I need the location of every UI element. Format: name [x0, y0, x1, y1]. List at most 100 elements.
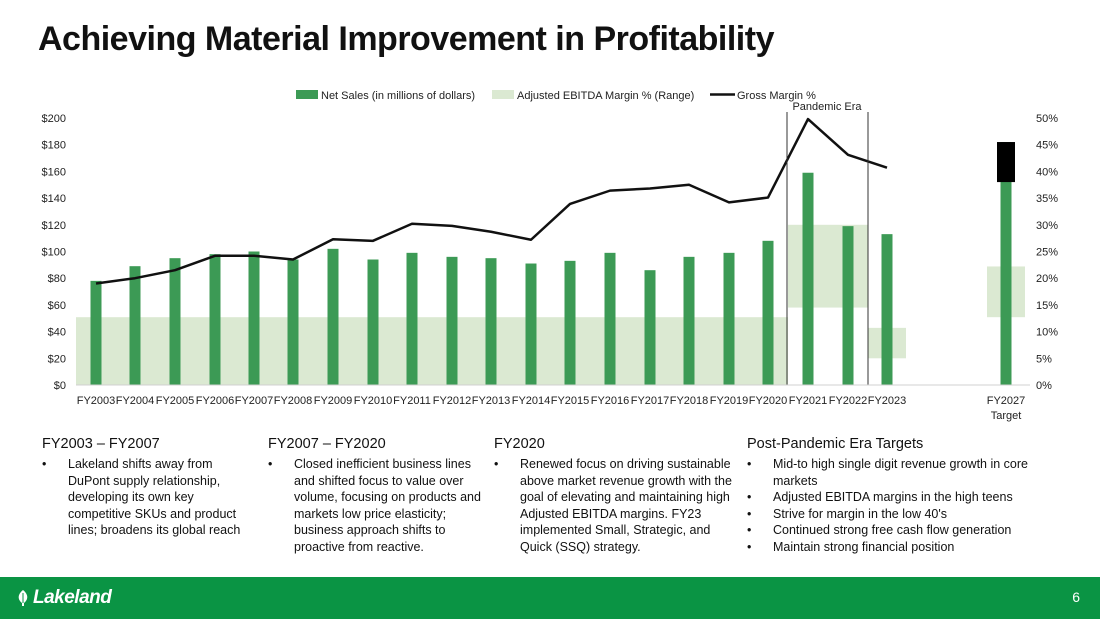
leaf-icon	[18, 590, 28, 606]
column-bullet: Mid-to high single digit revenue growth …	[747, 456, 1057, 489]
column-fy2020: FY2020 Renewed focus on driving sustaina…	[494, 436, 732, 555]
y-right-tick-label: 5%	[1036, 353, 1052, 365]
x-tick-label: FY2018	[670, 395, 709, 407]
y-left-tick-label: $140	[42, 193, 66, 205]
column-heading: FY2007 – FY2020	[268, 436, 386, 452]
gross-margin-line-layer	[95, 117, 1015, 285]
pandemic-era-label: Pandemic Era	[792, 101, 862, 113]
column-fy2007-2020: FY2007 – FY2020 Closed inefficient busin…	[268, 436, 484, 555]
column-bullet: Closed inefficient business lines and sh…	[268, 456, 484, 555]
y-left-tick-label: $160	[42, 166, 66, 178]
page-number: 6	[1072, 589, 1080, 605]
x-tick-label: FY2021	[789, 395, 828, 407]
column-bullet: Continued strong free cash flow generati…	[747, 522, 1057, 539]
y-left-tick-label: $200	[42, 113, 66, 125]
net-sales-bar-6	[327, 248, 339, 385]
y-left-tick-label: $180	[42, 140, 66, 152]
x-tick-label: FY2015	[551, 395, 590, 407]
net-sales-bar-8	[406, 252, 418, 385]
net-sales-bar-15	[683, 256, 695, 385]
x-tick-label: FY2003	[77, 395, 116, 407]
x-tick-label: FY2022	[829, 395, 868, 407]
x-tick-label: FY2016	[591, 395, 630, 407]
net-sales-bar-17	[762, 240, 774, 385]
y-right-tick-label: 15%	[1036, 300, 1058, 312]
chart-legend: Net Sales (in millions of dollars) Adjust…	[296, 90, 816, 102]
y-left-tick-label: $60	[48, 300, 66, 312]
ebitda-range-0	[76, 317, 788, 385]
pandemic-era-layer: Pandemic Era	[786, 101, 869, 385]
page-title: Achieving Material Improvement in Profit…	[38, 20, 775, 58]
net-sales-bar-5	[287, 259, 299, 385]
column-heading: FY2003 – FY2007	[42, 436, 160, 452]
net-sales-bar-19	[842, 226, 854, 385]
x-tick-label: FY2011	[393, 395, 431, 407]
net-sales-bar-11	[525, 263, 537, 385]
axes-layer: $0 $20 $40 $60 $80 $100 $120 $140 $160 $180 $200 0%…	[42, 113, 1059, 422]
y-right-tick-label: 25%	[1036, 247, 1058, 259]
gross-margin-line	[95, 117, 888, 285]
y-right-tick-label: 30%	[1036, 220, 1058, 232]
net-sales-bar-10	[485, 258, 497, 385]
y-right-tick-label: 10%	[1036, 327, 1058, 339]
x-tick-label: FY2008	[274, 395, 313, 407]
y-left-tick-label: $0	[54, 380, 66, 392]
y-right-tick-label: 45%	[1036, 140, 1058, 152]
footer-bar: Lakeland 6	[0, 577, 1100, 619]
column-bullet: Lakeland shifts away from DuPont supply …	[42, 456, 252, 539]
net-sales-bars	[90, 142, 1012, 385]
lakeland-logo: Lakeland	[16, 587, 112, 609]
net-sales-bar-14	[644, 270, 656, 385]
y-left-tick-label: $80	[48, 273, 66, 285]
x-tick-label: FY2023	[868, 395, 907, 407]
net-sales-bar-21	[1000, 142, 1012, 385]
profitability-chart: Net Sales (in millions of dollars) Adjust…	[42, 90, 1059, 422]
x-tick-label: FY2009	[314, 395, 353, 407]
column-heading: Post-Pandemic Era Targets	[747, 436, 924, 452]
x-tick-label: FY2020	[749, 395, 788, 407]
ebitda-range-layer	[76, 224, 1025, 385]
net-sales-bar-2	[169, 258, 181, 385]
net-sales-bar-3	[209, 254, 221, 385]
column-bullet: Adjusted EBITDA margins in the high teen…	[747, 489, 1057, 506]
y-right-tick-label: 20%	[1036, 273, 1058, 285]
net-sales-bar-16	[723, 252, 735, 385]
column-heading: FY2020	[494, 436, 545, 452]
x-tick-label: FY2027 Target	[987, 395, 1026, 422]
x-tick-label: FY2004	[116, 395, 155, 407]
net-sales-bar-0	[90, 280, 102, 385]
legend-gross-label: Gross Margin %	[737, 90, 816, 102]
x-tick-label: FY2014	[512, 395, 551, 407]
x-tick-label: FY2007	[235, 395, 274, 407]
gross-margin-target-box	[997, 142, 1015, 183]
ebitda-range-1	[788, 224, 868, 308]
y-left-tick-label: $100	[42, 247, 66, 259]
x-tick-label: FY2019	[710, 395, 749, 407]
column-bullet: Renewed focus on driving sustainable abo…	[494, 456, 732, 555]
y-right-tick-label: 40%	[1036, 166, 1058, 178]
x-tick-label: FY2017	[631, 395, 670, 407]
y-right-tick-label: 50%	[1036, 113, 1058, 125]
logo-text: Lakeland	[33, 587, 112, 608]
legend-net-sales-label: Net Sales (in millions of dollars)	[321, 90, 475, 102]
x-tick-label: FY2013	[472, 395, 511, 407]
column-post-pandemic-targets: Post-Pandemic Era Targets Mid-to high si…	[747, 436, 1057, 555]
y-left-tick-label: $20	[48, 353, 66, 365]
legend-ebitda-swatch	[492, 90, 514, 99]
net-sales-bar-4	[248, 251, 260, 385]
net-sales-bar-20	[881, 234, 893, 385]
x-tick-label: FY2006	[196, 395, 235, 407]
column-fy2003-2007: FY2003 – FY2007 Lakeland shifts away fro…	[42, 436, 252, 539]
y-left-tick-label: $40	[48, 327, 66, 339]
y-right-tick-label: 35%	[1036, 193, 1058, 205]
net-sales-bar-9	[446, 256, 458, 385]
x-tick-label: FY2005	[156, 395, 195, 407]
column-bullet: Maintain strong financial position	[747, 539, 1057, 556]
legend-ebitda-label: Adjusted EBITDA Margin % (Range)	[517, 90, 694, 102]
net-sales-bar-18	[802, 172, 814, 385]
net-sales-bar-1	[129, 266, 141, 385]
x-tick-label: FY2010	[354, 395, 393, 407]
column-bullet: Strive for margin in the low 40's	[747, 506, 1057, 523]
net-sales-bar-7	[367, 259, 379, 385]
y-right-tick-label: 0%	[1036, 380, 1052, 392]
